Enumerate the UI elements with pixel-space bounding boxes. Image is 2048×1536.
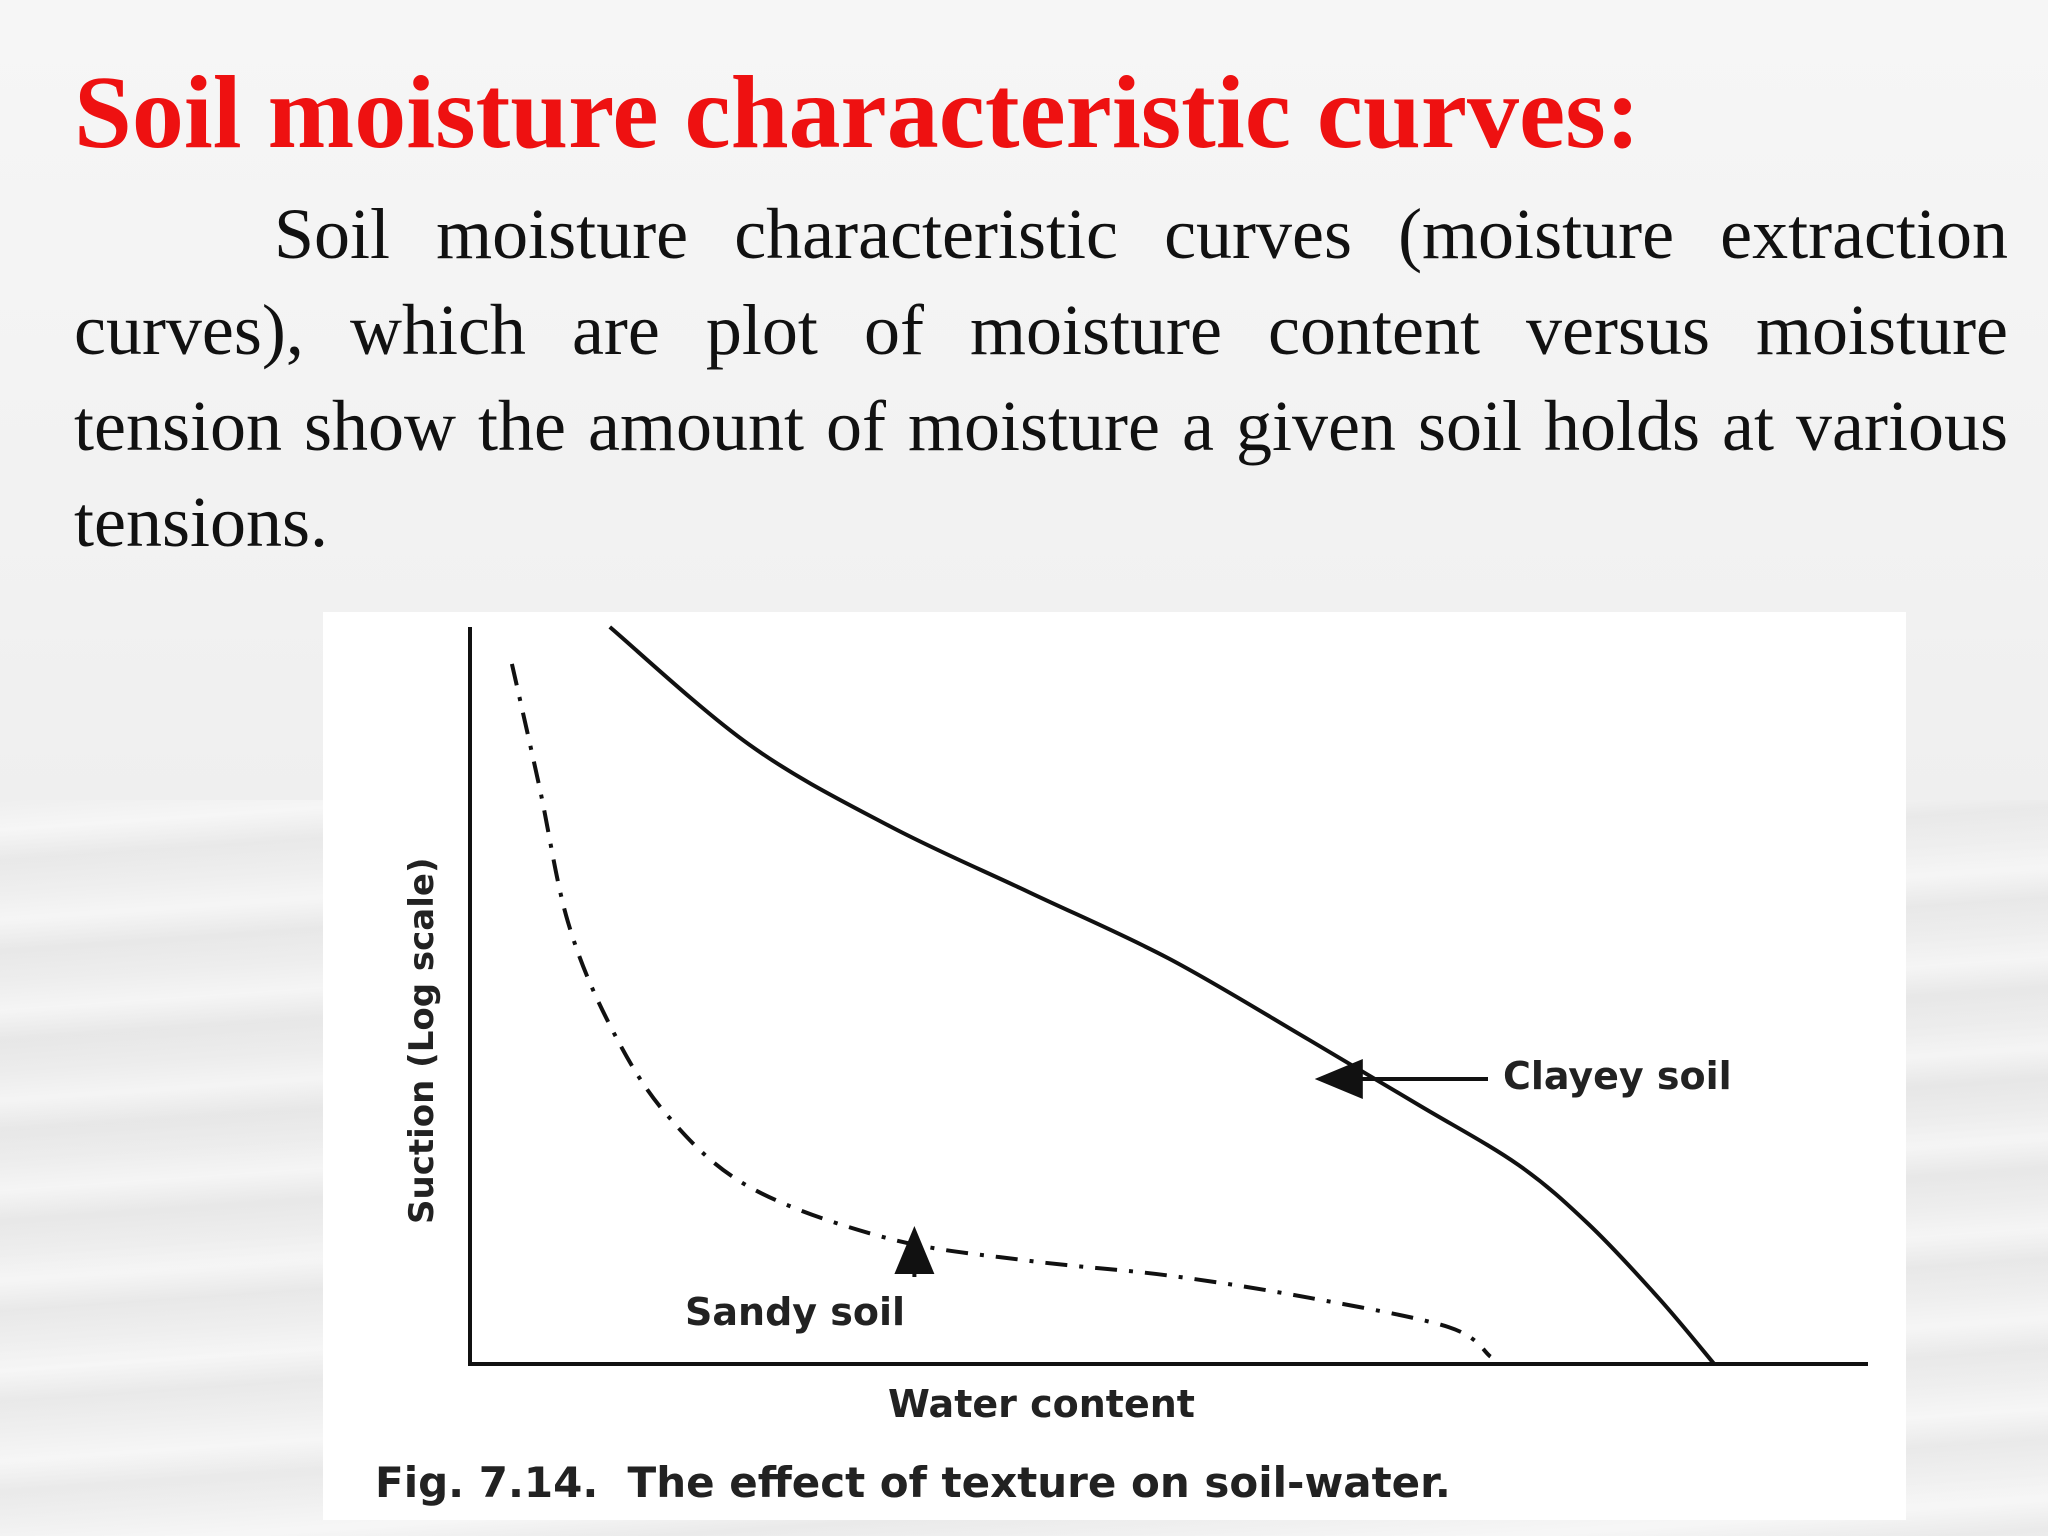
x-axis-label: Water content bbox=[888, 1382, 1195, 1426]
figure-caption: Fig. 7.14. The effect of texture on soil… bbox=[375, 1458, 1451, 1507]
sandy-soil-label: Sandy soil bbox=[685, 1290, 905, 1334]
slide-title: Soil moisture characteristic curves: bbox=[74, 55, 1641, 170]
slide-body-paragraph: Soil moisture characteristic curves (moi… bbox=[74, 194, 2008, 562]
clayey-soil-label: Clayey soil bbox=[1503, 1054, 1732, 1098]
chart-svg: Clayey soil Sandy soil Water content Suc… bbox=[375, 625, 1868, 1507]
clayey-soil-curve bbox=[608, 625, 1716, 1366]
sandy-soil-curve bbox=[509, 663, 1492, 1359]
y-axis-label: Suction (Log scale) bbox=[402, 858, 442, 1224]
figure-image: Clayey soil Sandy soil Water content Suc… bbox=[323, 612, 1906, 1520]
